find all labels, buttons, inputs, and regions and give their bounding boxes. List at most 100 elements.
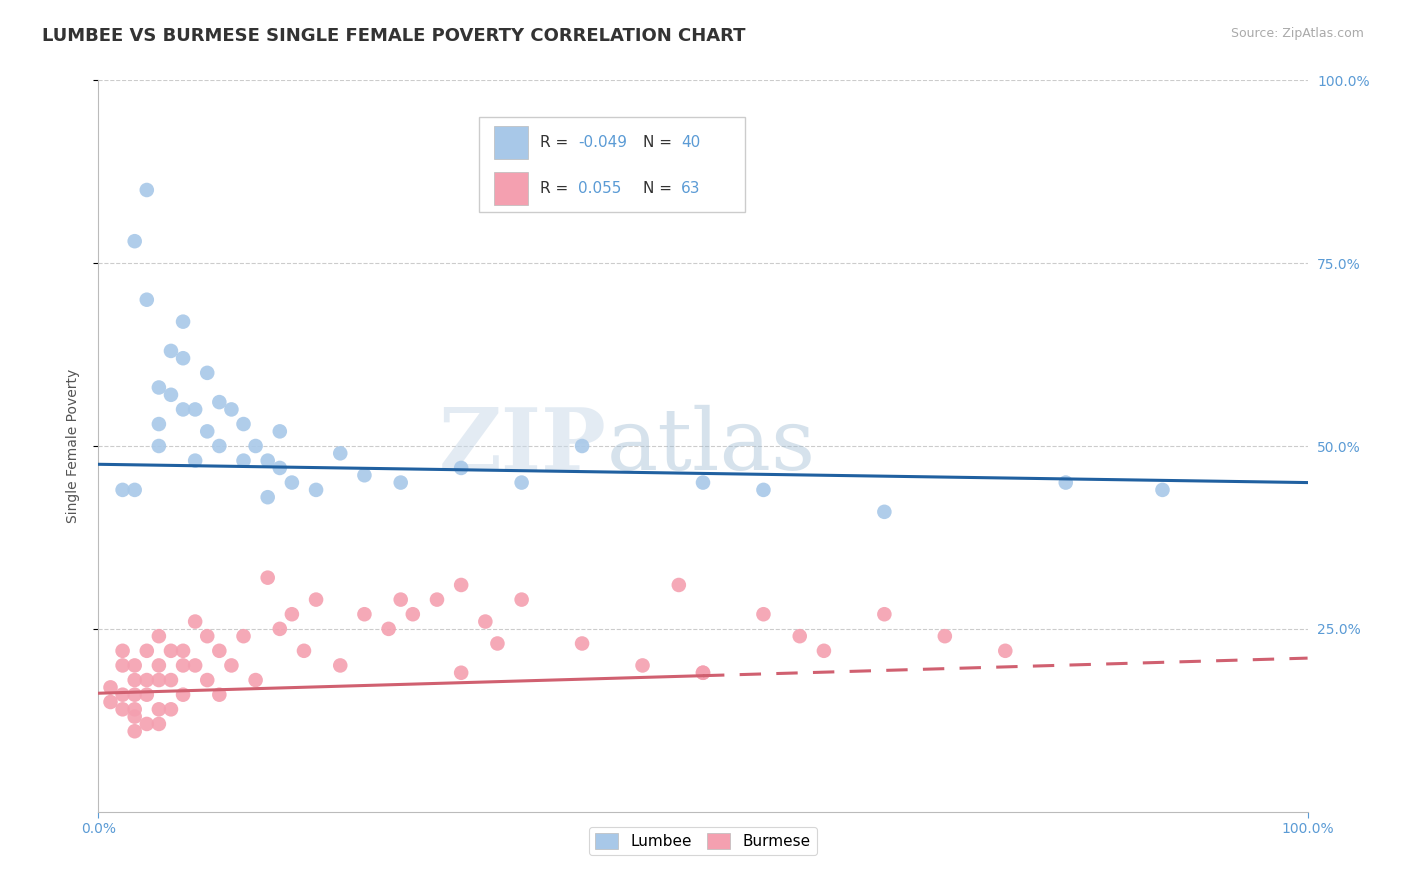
Text: 40: 40 <box>682 136 700 151</box>
Bar <box>479 117 745 212</box>
Text: R =: R = <box>540 181 578 195</box>
Point <box>813 644 835 658</box>
Point <box>172 644 194 658</box>
Point <box>148 717 170 731</box>
Point <box>450 578 472 592</box>
Point <box>111 644 134 658</box>
Text: ZIP: ZIP <box>439 404 606 488</box>
Point <box>305 483 328 497</box>
Point <box>135 293 157 307</box>
Point <box>208 688 231 702</box>
Point <box>148 629 170 643</box>
Point <box>486 636 509 650</box>
Point <box>256 571 278 585</box>
Point <box>245 673 267 687</box>
Point <box>571 636 593 650</box>
Point <box>752 607 775 622</box>
Point <box>269 461 291 475</box>
Point <box>160 702 183 716</box>
Point <box>100 695 122 709</box>
Point <box>232 417 254 431</box>
Point <box>135 644 157 658</box>
Point <box>329 446 352 460</box>
Point <box>135 688 157 702</box>
Point <box>148 673 170 687</box>
Point <box>195 673 218 687</box>
Point <box>873 505 896 519</box>
Point <box>124 724 146 739</box>
Point <box>124 234 146 248</box>
Point <box>184 615 207 629</box>
Point <box>402 607 425 622</box>
Point <box>668 578 690 592</box>
Point <box>269 425 291 439</box>
Point <box>160 673 183 687</box>
Point <box>135 717 157 731</box>
Bar <box>494 127 527 160</box>
Point <box>256 490 278 504</box>
Point <box>994 644 1017 658</box>
Point <box>208 395 231 409</box>
Point <box>305 592 328 607</box>
Point <box>100 681 122 695</box>
Point <box>232 453 254 467</box>
Point <box>124 702 146 716</box>
Point <box>111 483 134 497</box>
Text: 0.055: 0.055 <box>578 181 621 195</box>
Point <box>474 615 496 629</box>
Point <box>124 483 146 497</box>
Point <box>281 475 304 490</box>
Point <box>232 629 254 643</box>
Point <box>269 622 291 636</box>
Point <box>329 658 352 673</box>
Point <box>1054 475 1077 490</box>
Text: Source: ZipAtlas.com: Source: ZipAtlas.com <box>1230 27 1364 40</box>
Point <box>124 658 146 673</box>
Point <box>195 366 218 380</box>
Point <box>148 658 170 673</box>
Point <box>389 475 412 490</box>
Point <box>281 607 304 622</box>
Point <box>631 658 654 673</box>
Text: 63: 63 <box>682 181 700 195</box>
Point <box>172 658 194 673</box>
Point <box>426 592 449 607</box>
Point <box>450 461 472 475</box>
Point <box>389 592 412 607</box>
Point <box>221 658 243 673</box>
Point <box>377 622 399 636</box>
Point <box>111 658 134 673</box>
Point <box>245 439 267 453</box>
Point <box>752 483 775 497</box>
Point <box>148 380 170 394</box>
Text: atlas: atlas <box>606 404 815 488</box>
Point <box>208 439 231 453</box>
Point <box>160 343 183 358</box>
Point <box>135 183 157 197</box>
Point <box>124 688 146 702</box>
Point <box>184 402 207 417</box>
Point <box>934 629 956 643</box>
Point <box>221 402 243 417</box>
Point <box>195 425 218 439</box>
Point <box>172 688 194 702</box>
Point <box>184 453 207 467</box>
Point <box>510 475 533 490</box>
Point <box>353 607 375 622</box>
Point <box>160 388 183 402</box>
Text: LUMBEE VS BURMESE SINGLE FEMALE POVERTY CORRELATION CHART: LUMBEE VS BURMESE SINGLE FEMALE POVERTY … <box>42 27 745 45</box>
Point <box>124 709 146 723</box>
Point <box>124 673 146 687</box>
Point <box>184 658 207 673</box>
Y-axis label: Single Female Poverty: Single Female Poverty <box>66 369 80 523</box>
Point <box>692 665 714 680</box>
Point <box>510 592 533 607</box>
Point <box>692 665 714 680</box>
Point <box>148 702 170 716</box>
Point <box>148 417 170 431</box>
Point <box>111 702 134 716</box>
Bar <box>494 171 527 204</box>
Legend: Lumbee, Burmese: Lumbee, Burmese <box>589 827 817 855</box>
Point <box>148 439 170 453</box>
Text: N =: N = <box>643 181 676 195</box>
